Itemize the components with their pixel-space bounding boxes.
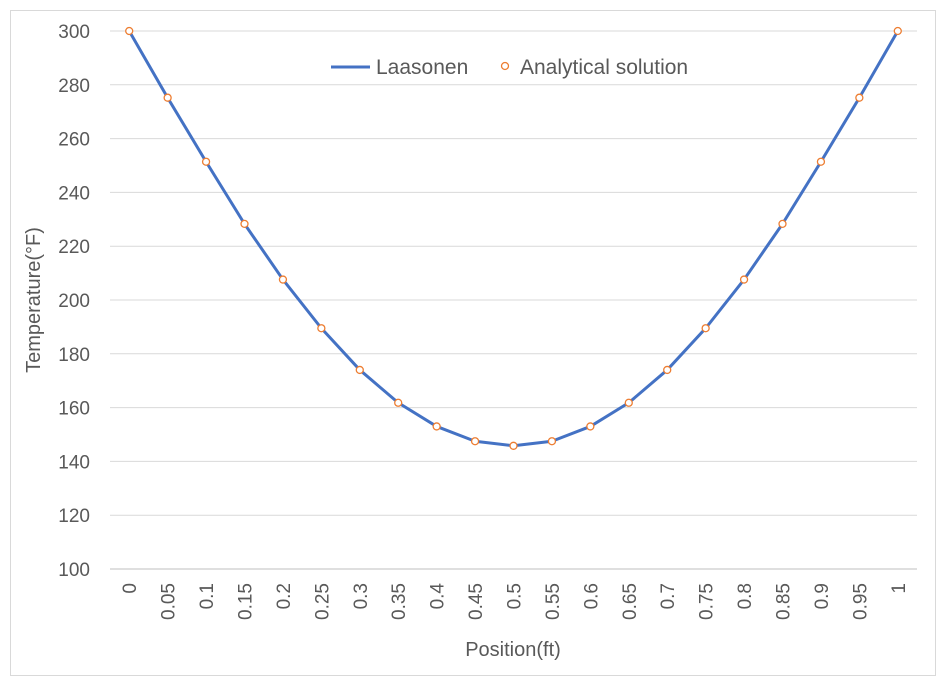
x-tick-label: 0.9 <box>812 583 833 609</box>
x-tick-label: 0.1 <box>197 583 218 609</box>
gridlines <box>110 30 917 570</box>
analytical-point <box>394 398 403 407</box>
analytical-point <box>663 365 672 375</box>
analytical-point <box>201 157 211 166</box>
x-axis-title: Position(ft) <box>465 639 561 661</box>
analytical-point <box>163 93 172 102</box>
y-tick-label: 200 <box>58 291 90 312</box>
y-tick-label: 300 <box>58 22 90 43</box>
x-tick-label: 0.25 <box>312 583 333 620</box>
x-tick-label: 0.75 <box>697 583 718 620</box>
analytical-point <box>240 219 249 229</box>
analytical-point <box>470 437 480 446</box>
legend: Laasonen Analytical solution <box>331 56 688 79</box>
legend-laasonen-label: Laasonen <box>376 56 468 79</box>
y-axis-title: Temperature(°F) <box>23 227 45 373</box>
x-tick-label: 0.65 <box>620 583 641 620</box>
x-tick-label: 0.8 <box>735 583 756 609</box>
analytical-point <box>278 275 288 284</box>
analytical-point <box>547 437 557 446</box>
analytical-point <box>624 398 633 407</box>
x-tick-label: 0.95 <box>850 583 871 620</box>
x-tick-label: 1 <box>889 583 910 594</box>
x-tick-label: 0.15 <box>236 583 257 620</box>
analytical-point <box>317 324 326 333</box>
analytical-point <box>893 26 902 36</box>
x-tick-label: 0.3 <box>351 583 372 609</box>
x-tick-label: 0.45 <box>466 583 487 620</box>
y-tick-label: 240 <box>58 183 90 204</box>
series-line-laasonen <box>127 29 900 448</box>
x-tick-label: 0.5 <box>505 583 526 609</box>
x-tick-label: 0.7 <box>658 583 679 609</box>
chart-frame <box>10 10 936 676</box>
y-tick-label: 180 <box>58 345 90 366</box>
analytical-point <box>432 422 441 431</box>
x-tick-label: 0.55 <box>543 583 564 620</box>
analytical-point <box>125 26 134 36</box>
analytical-point <box>586 422 595 431</box>
legend-analytical-swatch <box>500 61 510 71</box>
y-tick-label: 260 <box>58 130 90 151</box>
x-tick-label: 0.2 <box>274 583 295 609</box>
x-tick-labels: 0 0.05 0.1 0.15 0.2 0.25 0.3 0.35 0.4 0.45 0.5 0.55… <box>120 583 910 620</box>
x-tick-label: 0.4 <box>428 583 449 610</box>
y-tick-label: 120 <box>58 506 90 527</box>
y-tick-labels: 100 120 140 160 180 200 220 240 260 280 300 <box>58 22 90 581</box>
analytical-point <box>739 275 749 284</box>
analytical-point <box>509 441 518 450</box>
analytical-point <box>701 324 710 333</box>
x-tick-label: 0.85 <box>774 583 795 620</box>
series <box>125 26 902 450</box>
x-tick-label: 0.6 <box>581 583 602 609</box>
analytical-point <box>778 219 787 229</box>
y-tick-label: 160 <box>58 399 90 420</box>
y-tick-label: 280 <box>58 76 90 97</box>
y-tick-label: 100 <box>58 560 90 581</box>
legend-analytical-label: Analytical solution <box>520 56 688 79</box>
x-tick-label: 0.35 <box>389 583 410 620</box>
y-tick-label: 220 <box>58 237 90 258</box>
analytical-point <box>355 365 364 375</box>
x-tick-label: 0 <box>120 583 141 594</box>
analytical-point <box>816 157 826 166</box>
x-tick-label: 0.05 <box>159 583 180 620</box>
analytical-point <box>855 93 864 102</box>
y-tick-label: 140 <box>58 452 90 473</box>
